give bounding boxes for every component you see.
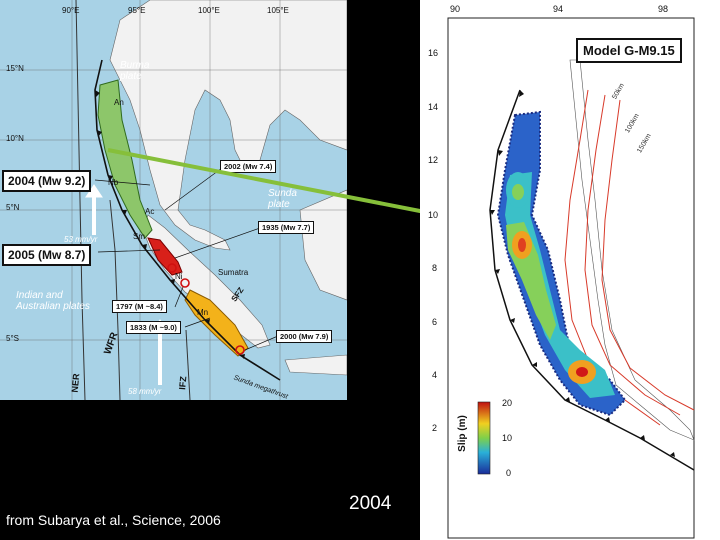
wfr-ridge — [109, 199, 121, 400]
event-label-2004: 2004 (Mw 9.2) — [2, 170, 92, 192]
tectonic-map-graphic — [0, 0, 347, 400]
y-tick-10: 10 — [428, 210, 439, 220]
rupture-1833 — [184, 289, 249, 357]
place-label-nb: Nb — [108, 178, 119, 187]
place-label-an: An — [114, 98, 124, 107]
lon-label-90: 90°E — [62, 6, 80, 15]
tectonic-map: 90°E 95°E 100°E 105°E 15°N 10°N 5°N 5°S … — [0, 0, 347, 400]
lon-label-105: 105°E — [267, 6, 289, 15]
place-label-sumatra: Sumatra — [218, 268, 249, 277]
ifz-fault — [185, 329, 191, 400]
sunda-plate-label: Sunda plate — [268, 188, 297, 210]
contour-150km — [601, 99, 695, 411]
burma-plate-label: Burma plate — [120, 60, 150, 82]
lat-label-5n: 5°N — [6, 203, 20, 212]
lat-label-15: 15°N — [6, 64, 24, 73]
source-caption: from Subarya et al., Science, 2006 — [6, 512, 221, 528]
place-label-sm: Sm — [133, 232, 145, 241]
lon-label-95: 95°E — [128, 6, 146, 15]
y-tick-16: 16 — [428, 48, 439, 58]
colorbar-tick-20: 20 — [502, 398, 513, 408]
y-tick-14: 14 — [428, 102, 439, 112]
event-label-2002: 2002 (Mw 7.4) — [220, 160, 277, 173]
colorbar-label: Slip (m) — [456, 415, 468, 452]
sumatra-island — [142, 214, 271, 349]
event-label-2000: 2000 (Mw 7.9) — [276, 330, 333, 343]
rupture-2004 — [97, 79, 153, 239]
lon-label-100: 100°E — [198, 6, 220, 15]
ner-ridge — [75, 0, 86, 400]
y-tick-8: 8 — [432, 263, 438, 273]
x-tick-90: 90 — [450, 4, 461, 14]
epicenter-2000 — [235, 345, 245, 355]
place-label-ni: Ni — [175, 272, 183, 281]
slip-patch-mid — [505, 172, 615, 398]
y-tick-4: 4 — [432, 370, 438, 380]
rate-label-1: 53 mm/yr — [64, 235, 98, 244]
place-label-ac: Ac — [145, 207, 155, 216]
x-tick-94: 94 — [553, 4, 564, 14]
java-edge — [284, 354, 347, 376]
year-label: 2004 — [349, 493, 392, 514]
contour-100km — [584, 94, 681, 416]
event-label-1833: 1833 (M ~9.0) — [126, 321, 181, 334]
trench-line — [489, 89, 695, 471]
epicenter-1797 — [180, 278, 190, 288]
y-tick-12: 12 — [428, 155, 439, 165]
x-tick-98: 98 — [658, 4, 669, 14]
model-title: Model G-M9.15 — [576, 38, 682, 63]
sunda-trench — [94, 59, 281, 381]
colorbar-tick-0: 0 — [506, 468, 512, 478]
event-label-1935: 1935 (Mw 7.7) — [258, 221, 315, 234]
mainland-asia — [109, 0, 347, 251]
colorbar-tick-10: 10 — [502, 433, 513, 443]
rate-label-2: 58 mm/yr — [128, 387, 162, 396]
place-label-mn: Mn — [197, 308, 209, 317]
lat-label-5s: 5°S — [6, 334, 19, 343]
lat-label-10: 10°N — [6, 134, 24, 143]
event-label-2005: 2005 (Mw 8.7) — [2, 244, 92, 266]
epicenter-2005 — [167, 263, 177, 273]
slip-model-map: 90 94 98 16 14 12 10 8 6 4 2 Model G-M9.… — [420, 0, 720, 540]
colorbar — [477, 401, 491, 475]
indian-australian-plates-label: Indian and Australian plates — [16, 290, 90, 312]
y-tick-2: 2 — [432, 423, 438, 433]
rupture-2005 — [147, 237, 183, 276]
slip-model-graphic — [447, 17, 695, 539]
event-label-1797: 1797 (M ~8.4) — [112, 300, 167, 313]
y-tick-6: 6 — [432, 317, 438, 327]
